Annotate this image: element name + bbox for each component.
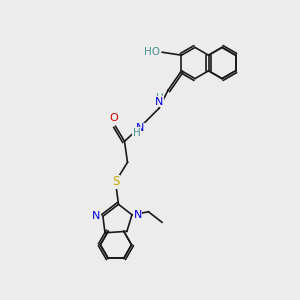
- Text: N: N: [136, 123, 144, 133]
- Text: H: H: [133, 128, 140, 138]
- Text: S: S: [112, 175, 119, 188]
- Text: N: N: [155, 97, 163, 107]
- Text: H: H: [156, 93, 164, 103]
- Text: O: O: [110, 113, 118, 123]
- Text: HO: HO: [145, 47, 160, 57]
- Text: N: N: [134, 210, 142, 220]
- Text: N: N: [92, 211, 100, 221]
